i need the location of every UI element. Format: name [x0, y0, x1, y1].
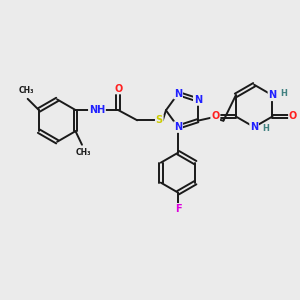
Text: N: N — [268, 90, 277, 100]
Text: O: O — [211, 112, 219, 122]
Text: H: H — [281, 89, 288, 98]
Text: NH: NH — [89, 105, 105, 115]
Text: N: N — [174, 122, 182, 132]
Text: S: S — [156, 115, 163, 125]
Text: N: N — [250, 122, 258, 132]
Text: H: H — [262, 124, 269, 133]
Text: N: N — [194, 95, 202, 105]
Text: CH₃: CH₃ — [76, 148, 91, 157]
Text: O: O — [289, 112, 297, 122]
Text: CH₃: CH₃ — [18, 86, 34, 95]
Text: O: O — [114, 84, 122, 94]
Text: F: F — [175, 204, 181, 214]
Text: N: N — [174, 88, 182, 98]
